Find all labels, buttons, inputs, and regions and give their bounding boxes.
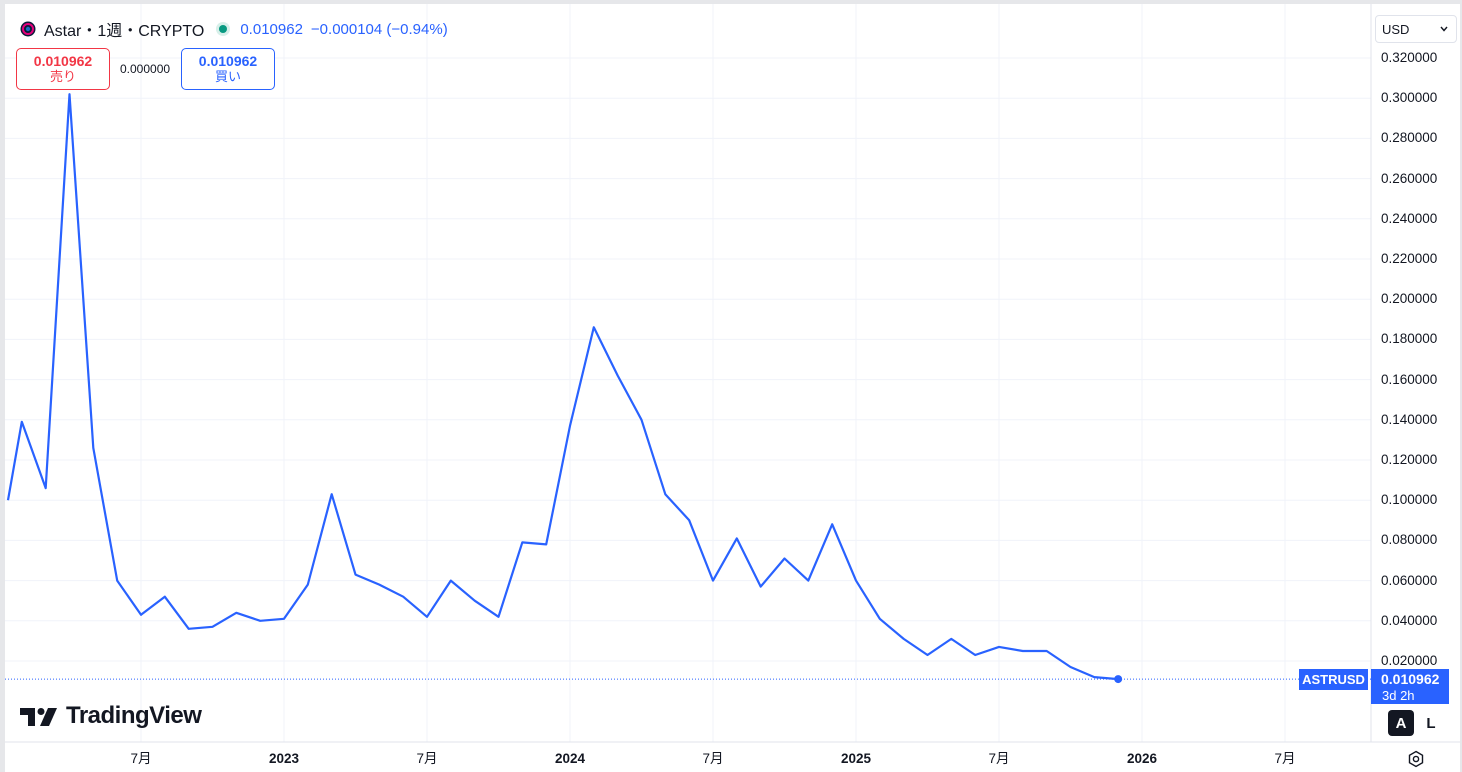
price-tick-label: 0.300000 <box>1381 90 1438 106</box>
auto-scale-button[interactable]: A <box>1388 710 1414 736</box>
price-tick-label: 0.100000 <box>1381 492 1438 508</box>
buy-button[interactable]: 0.010962 買い <box>181 48 275 90</box>
sell-button[interactable]: 0.010962 売り <box>16 48 110 90</box>
time-tick-label: 7月 <box>702 751 724 766</box>
current-price-tag: 0.010962 3d 2h <box>1371 669 1449 704</box>
log-scale-button[interactable]: L <box>1418 710 1444 736</box>
chevron-down-icon <box>1440 26 1448 32</box>
price-tick-label: 0.180000 <box>1381 331 1438 347</box>
time-tick-label: 7月 <box>1274 751 1296 766</box>
time-tick-label: 2026 <box>1126 751 1158 766</box>
tradingview-logo-icon <box>20 708 57 726</box>
price-tick-label: 0.260000 <box>1381 170 1438 186</box>
current-price: 0.010962 <box>1381 671 1440 687</box>
price-tick-label: 0.220000 <box>1381 251 1438 266</box>
legend-value: 0.010962 <box>240 20 303 38</box>
sell-label: 売り <box>49 69 76 84</box>
time-tick-label: 7月 <box>130 751 152 766</box>
time-tick-label: 7月 <box>988 751 1010 766</box>
series-line-astrusd <box>6 93 1119 681</box>
price-tick-label: 0.080000 <box>1381 532 1438 548</box>
price-tick-label: 0.040000 <box>1381 612 1438 628</box>
time-tick-label: 2024 <box>554 751 586 766</box>
price-tick-label: 0.160000 <box>1381 371 1438 387</box>
price-tick-label: 0.240000 <box>1381 210 1438 226</box>
tradingview-brand[interactable]: TradingView <box>20 702 202 730</box>
time-tick-label: 2023 <box>268 751 300 766</box>
legend-change: −0.000104 (−0.94%) <box>310 20 448 38</box>
price-tick-label: 0.200000 <box>1381 291 1438 307</box>
spread-value: 0.000000 <box>120 62 171 76</box>
market-status-icon[interactable] <box>216 22 231 36</box>
time-tick-label: 2025 <box>840 751 872 766</box>
brand-name: TradingView <box>66 702 202 729</box>
price-tick-label: 0.280000 <box>1381 130 1438 146</box>
currency-select[interactable]: USD <box>1375 15 1457 43</box>
sell-price: 0.010962 <box>33 53 93 69</box>
astar-logo-icon <box>20 21 36 37</box>
price-tick-label: 0.020000 <box>1381 653 1438 668</box>
currency-value: USD <box>1382 21 1410 37</box>
price-tick-label: 0.120000 <box>1381 452 1438 467</box>
chart-legend[interactable]: Astar・1週・CRYPTO 0.010962 −0.000104 (−0.9… <box>20 17 448 41</box>
time-tick-label: 7月 <box>416 751 438 766</box>
price-tick-label: 0.140000 <box>1381 411 1438 427</box>
gear-icon[interactable] <box>1406 749 1426 769</box>
buy-label: 買い <box>214 69 241 84</box>
price-tick-label: 0.060000 <box>1381 572 1438 588</box>
symbol-price-tag: ASTRUSD <box>1299 669 1368 690</box>
last-point-marker <box>1114 675 1123 684</box>
symbol-title[interactable]: Astar・1週・CRYPTO <box>44 23 205 40</box>
bar-countdown: 3d 2h <box>1382 688 1415 703</box>
price-tick-label: 0.320000 <box>1381 50 1438 65</box>
buy-price: 0.010962 <box>198 53 258 69</box>
